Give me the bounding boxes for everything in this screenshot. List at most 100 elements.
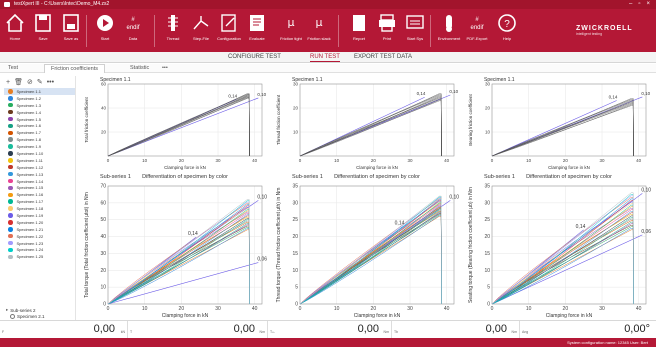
specimen-list-item[interactable]: Specimen 1.20 xyxy=(4,219,75,226)
specimen-list-item[interactable]: Specimen 1.2 xyxy=(4,95,75,102)
more-icon[interactable]: ••• xyxy=(46,78,55,86)
sub-series-group[interactable]: ▸ Sub-series 2 xyxy=(6,307,36,313)
friction-tight-icon: µ xyxy=(288,16,295,29)
readout-bar: F 0,00 kN T 0,00 Nm Tₜₕ 0,00 Nm Tb 0,00 … xyxy=(0,320,656,339)
pdf-export-button[interactable]: # endif PDF-Export xyxy=(464,12,490,50)
specimen-list-item[interactable]: Specimen 1.19 xyxy=(4,212,75,219)
specimen-list-item[interactable]: Specimen 1.13 xyxy=(4,171,75,178)
x-tick-label: 30 xyxy=(407,158,413,163)
specimen-label: Specimen 1.24 xyxy=(16,247,44,253)
specimen-list-item[interactable]: Specimen 1.24 xyxy=(4,246,75,253)
tab-export-test-data[interactable]: EXPORT TEST DATA xyxy=(354,54,413,60)
specimen-label: Specimen 1.9 xyxy=(16,144,41,150)
specimen-list-item[interactable]: Specimen 1.4 xyxy=(4,109,75,116)
x-axis-label: Clamping force in kN xyxy=(548,165,590,170)
readout-value: 0,00 xyxy=(485,323,507,335)
friction-tight-button[interactable]: µ Friction tight xyxy=(278,12,304,50)
series-line xyxy=(299,202,442,305)
specimen-list-item[interactable]: Specimen 1.7 xyxy=(4,129,75,136)
chart-subtitle: Differentiation of specimen by color xyxy=(142,174,228,180)
x-tick-label: 0 xyxy=(107,306,110,312)
svg-text:endif: endif xyxy=(126,25,139,31)
minimize-button[interactable]: – xyxy=(629,1,633,7)
tab-more[interactable]: ••• xyxy=(162,65,168,71)
y-tick-label: 20 xyxy=(485,106,491,111)
specimen-list-item[interactable]: Specimen 1.14 xyxy=(4,178,75,185)
data-button[interactable]: # endif Data xyxy=(120,12,146,50)
brand-logo: ZWICKROELL intelligent testing xyxy=(576,25,650,43)
evaluate-icon xyxy=(250,15,264,31)
limit-line xyxy=(491,100,617,157)
step-file-button[interactable]: Step-File xyxy=(188,12,214,50)
specimen-list-item[interactable]: Specimen 1.11 xyxy=(4,157,75,164)
evaluate-button[interactable]: Evaluate xyxy=(244,12,270,50)
specimen-list-item[interactable]: Specimen 1.21 xyxy=(4,226,75,233)
specimen-list-item[interactable]: Specimen 1.23 xyxy=(4,240,75,247)
specimen-list-item[interactable]: Specimen 1.6 xyxy=(4,122,75,129)
specimen-list-item[interactable]: Specimen 1.25 xyxy=(4,253,75,260)
close-button[interactable]: × xyxy=(646,1,650,7)
readout-value: 0,00 xyxy=(233,323,255,335)
specimen-list-item[interactable]: Specimen 1.8 xyxy=(4,136,75,143)
configuration-icon xyxy=(221,14,236,32)
help-button[interactable]: ? Help xyxy=(494,12,520,50)
specimen-list-item[interactable]: Specimen 1.9 xyxy=(4,143,75,150)
configuration-label: Configuration xyxy=(217,36,241,41)
x-tick-label: 30 xyxy=(215,158,221,163)
x-tick-label: 10 xyxy=(334,306,340,312)
y-tick-label: 0 xyxy=(103,302,106,308)
specimen-list-item[interactable]: Specimen 1.17 xyxy=(4,198,75,205)
y-tick-label: 10 xyxy=(485,130,491,135)
limit-label: 0,10 xyxy=(257,194,267,200)
readout-label: T xyxy=(130,330,133,334)
specimen-list-item[interactable]: Specimen 1.15 xyxy=(4,184,75,191)
y-tick-label: 30 xyxy=(484,200,490,206)
specimen-list-item[interactable]: Specimen 1.3 xyxy=(4,102,75,109)
environment-button[interactable]: Environment xyxy=(436,12,462,50)
chart-total-friction-top: 20 40 60 0 10 20 30 40 0,14 0,10 Specimen 1.1 Clamp… xyxy=(80,74,268,170)
specimen-list-item[interactable]: Specimen 1.5 xyxy=(4,116,75,123)
tab-configure-test[interactable]: CONFIGURE TEST xyxy=(228,54,281,60)
environment-label: Environment xyxy=(437,36,461,41)
tab-run-test[interactable]: RUN TEST xyxy=(310,54,340,62)
start-sys-button[interactable]: Start Sys xyxy=(402,12,428,50)
tab-statistic[interactable]: Statistic xyxy=(130,65,150,71)
limit-label: 0,14 xyxy=(417,91,426,96)
maximize-button[interactable]: ▫ xyxy=(638,1,641,7)
friction-slack-button[interactable]: µ Friction slack xyxy=(306,12,332,50)
specimen-list-item[interactable]: Specimen 1.10 xyxy=(4,150,75,157)
edit-icon[interactable]: ✎ xyxy=(36,79,43,86)
thread-button[interactable]: Thread xyxy=(160,12,186,50)
specimen-list-item[interactable]: Specimen 1.16 xyxy=(4,191,75,198)
specimen-list-item[interactable]: Specimen 1.1 xyxy=(4,88,75,95)
series-line xyxy=(107,223,250,305)
specimen-list-item[interactable]: Specimen 1.12 xyxy=(4,164,75,171)
configuration-button[interactable]: Configuration xyxy=(216,12,242,50)
specimen-list-item[interactable]: Specimen 1.22 xyxy=(4,233,75,240)
series-line xyxy=(491,192,634,305)
block-icon[interactable]: ⊘ xyxy=(26,79,33,86)
specimen-label: Specimen 1.20 xyxy=(16,219,44,225)
tab-friction-coefficients[interactable]: Friction coefficients xyxy=(44,64,105,73)
x-tick-label: 20 xyxy=(179,306,185,312)
limit-label: 0,14 xyxy=(395,221,405,227)
add-icon[interactable]: + xyxy=(6,78,11,86)
specimen-2-1-item[interactable]: Specimen 2.1 xyxy=(10,314,45,319)
chevron-right-icon: ▸ xyxy=(6,307,9,312)
save-button[interactable]: Save xyxy=(30,12,56,50)
help-label: Help xyxy=(502,36,512,41)
y-tick-label: 10 xyxy=(484,268,490,274)
tab-test[interactable]: Test xyxy=(8,65,19,71)
specimen-list-item[interactable]: Specimen 1.18 xyxy=(4,205,75,212)
brand-tagline: intelligent testing xyxy=(576,32,603,36)
specimen-label: Specimen 1.13 xyxy=(16,171,44,177)
specimen-2-1-label: Specimen 2.1 xyxy=(17,314,45,319)
delete-icon[interactable]: 🗑 xyxy=(14,79,23,86)
x-axis-label: Clamping force in kN xyxy=(354,313,401,319)
save-as-button[interactable]: Save as xyxy=(58,12,84,50)
report-button[interactable]: Report xyxy=(346,12,372,50)
home-button[interactable]: Home xyxy=(2,12,28,50)
series-line xyxy=(491,100,634,157)
print-button[interactable]: Print xyxy=(374,12,400,50)
start-button[interactable]: Start xyxy=(92,12,118,50)
